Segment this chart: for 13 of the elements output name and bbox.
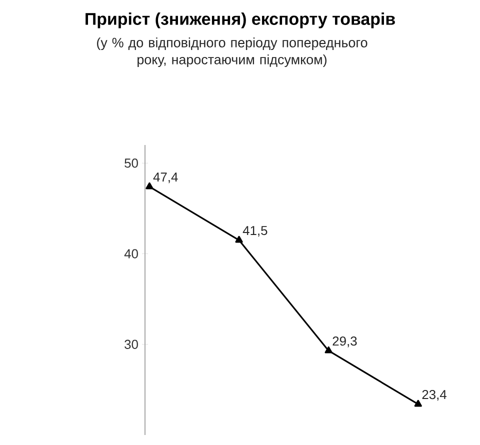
point <box>324 346 332 354</box>
y-tick-label: 30 <box>124 340 138 349</box>
chart-title: Приріст (зниження) експорту товарів <box>86 12 395 28</box>
data-label: 47,4 <box>153 172 178 184</box>
data-label: 23,4 <box>422 390 446 401</box>
point <box>235 236 243 243</box>
point <box>414 400 422 407</box>
data-label: 29,3 <box>332 336 357 348</box>
chart-subtitle: (у % до відповідного періоду попереднього року, наростаючим підсумком) <box>97 38 368 67</box>
point <box>146 182 154 190</box>
y-tick-label: 40 <box>124 249 138 258</box>
data-label: 41,5 <box>242 226 268 237</box>
y-tick-label: 50 <box>124 158 138 168</box>
